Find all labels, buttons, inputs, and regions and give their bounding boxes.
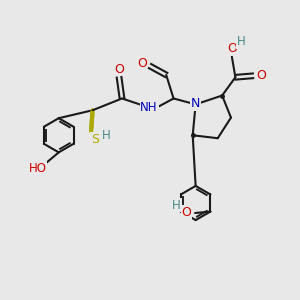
Text: O: O xyxy=(137,57,147,70)
Text: H: H xyxy=(102,129,111,142)
Text: N: N xyxy=(191,97,200,110)
Text: O: O xyxy=(227,42,237,55)
Text: O: O xyxy=(256,69,266,82)
Text: H: H xyxy=(237,35,246,48)
Text: NH: NH xyxy=(140,101,158,114)
Text: S: S xyxy=(91,133,99,146)
Text: O: O xyxy=(114,62,124,76)
Text: O: O xyxy=(182,206,191,219)
Text: H: H xyxy=(172,199,181,212)
Text: HO: HO xyxy=(28,162,46,175)
